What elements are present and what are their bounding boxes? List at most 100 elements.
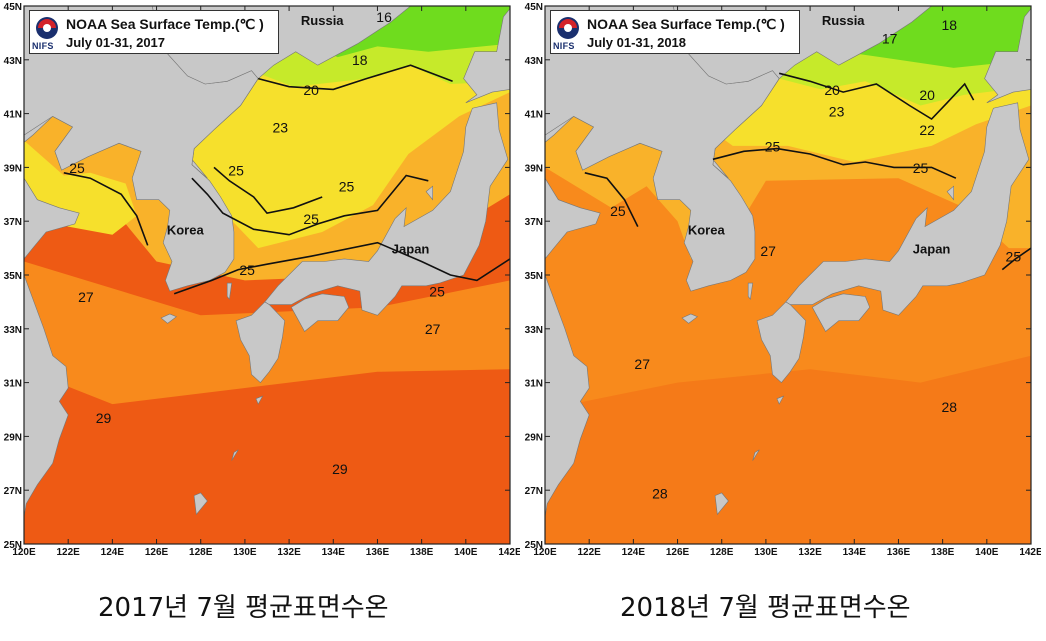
lon-tick-label: 128E [710,547,734,558]
contour-20 [778,72,975,121]
lat-tick-label: 39N [525,163,543,174]
land-korea [24,6,259,292]
contour-label: 25 [1006,249,1022,265]
lat-tick-label: 39N [4,163,22,174]
lat-tick-label: 37N [4,217,22,228]
lat-tick-label: 45N [4,2,22,13]
contour-label: 25 [69,160,85,176]
sst-map-2018: 120E 122E 124E 126E 128E 130E 132E 134E 136E 138E… [525,2,1041,558]
land-ryukyu1 [193,492,208,516]
contour-25 [191,174,429,236]
contour-label: 27 [634,356,650,372]
lat-tick-label: 31N [525,379,543,390]
contour-25 [712,147,957,179]
lon-tick-label: 120E [533,547,557,558]
contour-25c [63,172,149,246]
lon-tick-label: 136E [887,547,911,558]
contour-label: 18 [941,17,957,33]
contour-25b [584,172,639,227]
lon-tick-label: 140E [975,547,999,558]
land-tsushima [226,282,233,300]
lon-tick-label: 134E [843,547,867,558]
lat-tick-label: 29N [525,432,543,443]
contour-label: 25 [429,284,445,300]
contour-25b [213,166,323,214]
land-hokkaido [984,8,1031,104]
contour-label: 20 [919,87,935,103]
lon-tick-label: 138E [931,547,955,558]
caption-2017: 2017년 7월 평균표면수온 [98,593,389,623]
land-honshu [264,102,509,316]
contour-label: 28 [941,399,957,415]
map-legend-2017: NIFS NOAA Sea Surface Temp.(℃ ) July 01-… [29,10,279,54]
lon-tick-label: 124E [622,547,646,558]
contour-label: 16 [376,9,392,25]
map-period: July 01-31, 2018 [587,35,687,50]
caption-2018: 2018년 7월 평균표면수온 [620,593,911,623]
contour-label: 27 [78,289,94,305]
place-label-japan: Japan [392,241,430,256]
land-honshu [785,102,1030,316]
lon-tick-label: 122E [57,547,81,558]
lon-tick-label: 120E [12,547,36,558]
lat-tick-label: 43N [525,56,543,67]
lon-tick-label: 132E [798,547,822,558]
contour-label: 29 [96,410,112,426]
land-korea [545,6,780,292]
lat-tick-label: 35N [525,271,543,282]
lon-tick-label: 126E [666,547,690,558]
contour-label: 27 [425,321,441,337]
land-shikoku [290,293,350,332]
land-shikoku [811,293,871,332]
contour-label: 27 [760,243,776,259]
lat-tick-label: 31N [4,379,22,390]
lat-tick-label: 27N [4,486,22,497]
lon-tick-label: 124E [101,547,125,558]
lat-tick-label: 45N [525,2,543,13]
contour-label: 25 [228,162,244,178]
map-period: July 01-31, 2017 [66,35,166,50]
map-panel-2017: 120E 122E 124E 126E 128E 130E 132E 134E 136E 138E… [0,0,520,560]
contour-label: 25 [765,138,781,154]
agency-label: NIFS [553,41,575,51]
lon-tick-label: 130E [754,547,778,558]
lat-tick-label: 25N [4,540,22,551]
lat-tick-label: 41N [525,110,543,121]
nifs-logo-icon [36,17,58,39]
contour-label: 18 [352,52,368,68]
contour-25c [1001,247,1031,271]
map-panel-2018: 120E 122E 124E 126E 128E 130E 132E 134E 136E 138E… [521,0,1041,560]
lat-tick-label: 27N [525,486,543,497]
agency-label: NIFS [32,41,54,51]
land-shandong [545,177,601,260]
lat-tick-label: 33N [525,325,543,336]
contour-label: 25 [239,262,255,278]
contour-label: 23 [829,103,845,119]
land-jeju [681,313,698,324]
lon-tick-label: 122E [578,547,602,558]
contour-label: 22 [919,122,935,138]
land-tsushima [747,282,754,300]
land-ryukyu2 [752,449,760,461]
contour-label: 29 [332,461,348,477]
contour-label: 25 [913,160,929,176]
place-label-japan: Japan [913,241,951,256]
sst-28-zone [545,355,1031,544]
contour-label: 23 [272,119,288,135]
contour-label: 20 [303,82,319,98]
lon-tick-label: 138E [410,547,434,558]
land-ryukyu2 [231,449,239,461]
place-label-korea: Korea [688,223,726,238]
contour-label: 28 [652,485,668,501]
lon-tick-label: 126E [145,547,169,558]
contour-label: 25 [303,211,319,227]
place-label-korea: Korea [167,223,205,238]
contour-label: 17 [882,31,898,47]
land-ryukyu1 [714,492,729,516]
lat-tick-label: 35N [4,271,22,282]
land-sado [946,185,954,201]
lon-tick-label: 142E [1019,547,1041,558]
lon-tick-label: 130E [233,547,257,558]
contour-20 [257,64,453,91]
lon-tick-label: 136E [366,547,390,558]
